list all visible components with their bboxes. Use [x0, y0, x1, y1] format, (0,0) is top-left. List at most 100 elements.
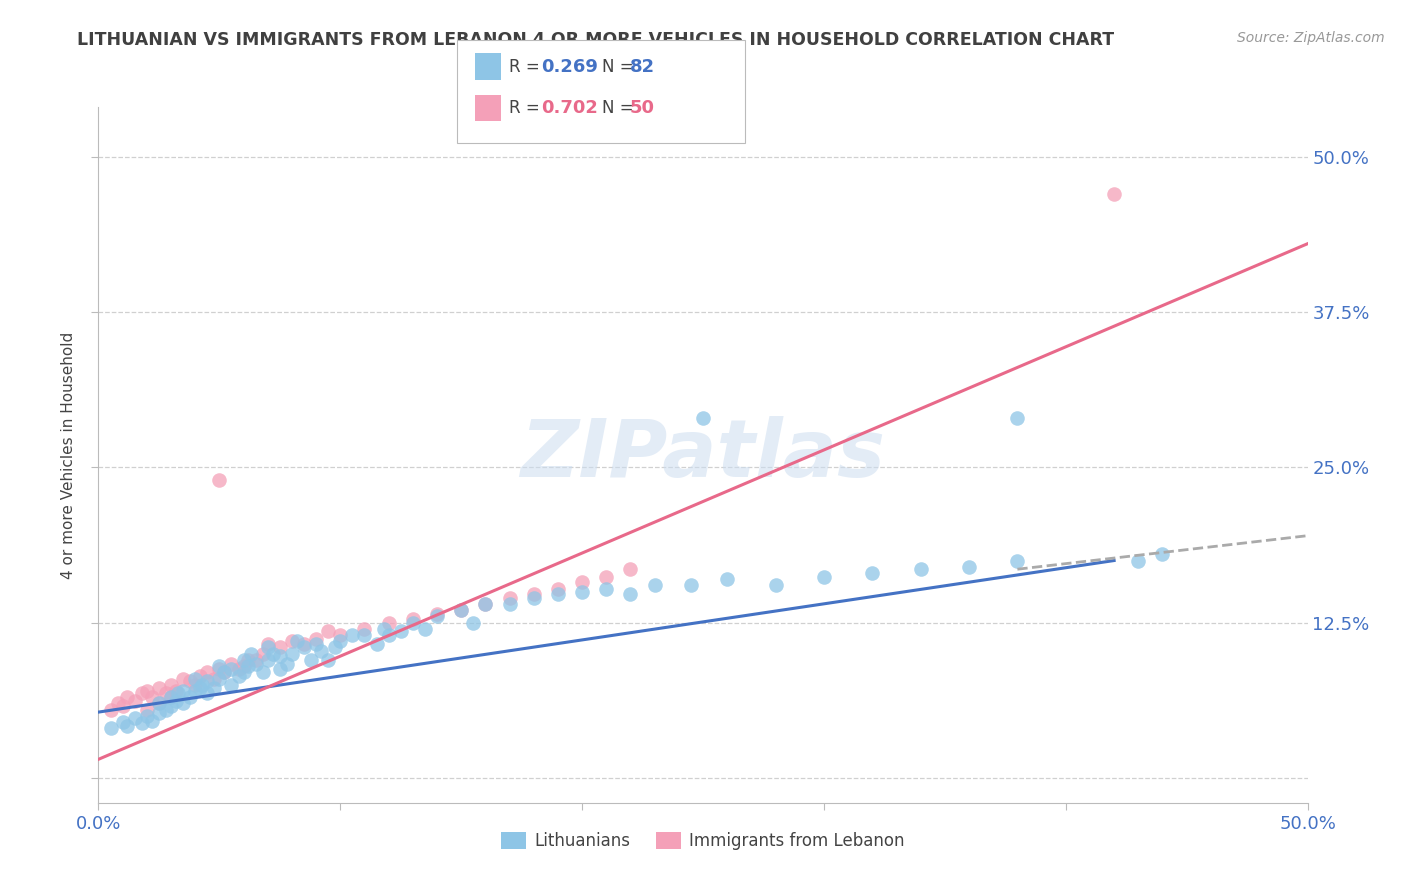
Text: 0.702: 0.702 [541, 99, 598, 117]
Point [292, 637, 315, 651]
Point [1128, 553, 1150, 567]
Point [245, 653, 267, 667]
Point [426, 609, 449, 624]
Text: Source: ZipAtlas.com: Source: ZipAtlas.com [1237, 31, 1385, 45]
Point [131, 716, 153, 731]
Point [316, 653, 339, 667]
Point [155, 703, 177, 717]
Point [141, 714, 163, 728]
Point [124, 694, 146, 708]
Point [100, 703, 122, 717]
Point [377, 628, 399, 642]
Point [131, 686, 153, 700]
Point [245, 657, 267, 671]
Text: N =: N = [602, 58, 638, 76]
Point [195, 686, 218, 700]
Point [595, 582, 617, 596]
Point [1007, 410, 1029, 425]
Point [232, 665, 254, 680]
Point [232, 659, 254, 673]
Point [377, 615, 399, 630]
Point [221, 657, 243, 671]
Point [716, 572, 738, 586]
Point [179, 690, 201, 705]
Point [366, 637, 388, 651]
Point [107, 697, 129, 711]
Point [172, 684, 194, 698]
Point [619, 587, 641, 601]
Legend: Lithuanians, Immigrants from Lebanon: Lithuanians, Immigrants from Lebanon [495, 826, 911, 857]
Point [212, 665, 235, 680]
Point [232, 653, 254, 667]
Point [292, 640, 315, 655]
Point [276, 657, 298, 671]
Point [413, 622, 436, 636]
Point [523, 587, 546, 601]
Point [523, 591, 546, 605]
Point [342, 628, 364, 642]
Point [325, 640, 347, 655]
Point [188, 681, 211, 696]
Text: 50: 50 [630, 99, 655, 117]
Point [191, 678, 214, 692]
Point [269, 649, 291, 664]
Point [281, 647, 304, 661]
Point [148, 681, 170, 696]
Point [160, 678, 183, 692]
Point [135, 684, 157, 698]
Point [148, 697, 170, 711]
Point [679, 578, 702, 592]
Point [252, 665, 274, 680]
Point [167, 686, 190, 700]
Point [184, 684, 207, 698]
Point [208, 662, 231, 676]
Point [329, 628, 352, 642]
Point [172, 697, 194, 711]
Point [474, 597, 496, 611]
Point [498, 597, 520, 611]
Point [111, 714, 134, 729]
Point [860, 566, 883, 580]
Point [165, 684, 187, 698]
Point [426, 607, 449, 621]
Point [463, 615, 485, 630]
Point [299, 653, 322, 667]
Point [184, 678, 207, 692]
Point [195, 665, 218, 680]
Point [252, 647, 274, 661]
Point [373, 622, 395, 636]
Point [547, 587, 569, 601]
Point [957, 559, 980, 574]
Point [100, 721, 122, 735]
Text: 0.269: 0.269 [541, 58, 598, 76]
Point [155, 686, 177, 700]
Point [160, 690, 183, 705]
Point [204, 681, 226, 696]
Point [1102, 187, 1125, 202]
Point [188, 669, 211, 683]
Point [619, 562, 641, 576]
Point [402, 612, 425, 626]
Point [184, 672, 207, 686]
Point [208, 473, 231, 487]
Point [595, 570, 617, 584]
Text: R =: R = [509, 58, 546, 76]
Point [135, 703, 157, 717]
Point [238, 659, 260, 673]
Point [305, 637, 328, 651]
Point [160, 690, 183, 705]
Point [148, 706, 170, 721]
Point [353, 628, 375, 642]
Point [160, 698, 183, 713]
Point [221, 662, 243, 676]
Point [228, 662, 250, 676]
Text: ZIPatlas: ZIPatlas [520, 416, 886, 494]
Point [450, 603, 472, 617]
Point [571, 574, 593, 589]
Point [498, 591, 520, 605]
Point [305, 632, 328, 646]
Point [165, 694, 187, 708]
Point [692, 410, 714, 425]
Point [256, 637, 278, 651]
Point [221, 678, 243, 692]
